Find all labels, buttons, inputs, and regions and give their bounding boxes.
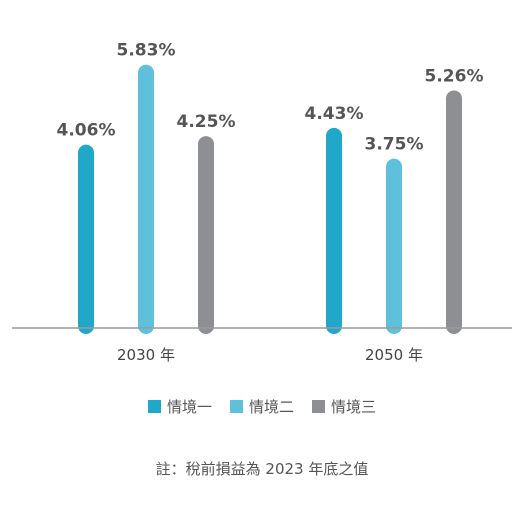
legend-swatch-2 bbox=[229, 400, 243, 413]
legend-label-2: 情境二 bbox=[248, 398, 294, 416]
bar-1-1 bbox=[78, 144, 94, 334]
legend-item-1: 情境一 bbox=[147, 396, 212, 417]
legend-swatch-1 bbox=[147, 400, 161, 413]
bar-1-2 bbox=[138, 64, 154, 334]
bar-2-2 bbox=[386, 158, 402, 334]
x-tick-label-2: 2050 年 bbox=[365, 346, 423, 364]
data-label-1-3: 4.25% bbox=[177, 112, 236, 132]
x-tick-label-1: 2030 年 bbox=[117, 346, 175, 364]
bar-1-3 bbox=[198, 136, 214, 334]
data-label-1-1: 4.06% bbox=[57, 121, 116, 141]
data-label-1-2: 5.83% bbox=[117, 41, 176, 61]
legend-item-3: 情境三 bbox=[312, 396, 376, 417]
legend-label-1: 情境一 bbox=[166, 398, 212, 416]
bar-2-1 bbox=[326, 127, 342, 334]
data-label-2-3: 5.26% bbox=[425, 66, 484, 86]
chart-note: 註：稅前損益為 2023 年底之值 bbox=[155, 460, 369, 478]
legend-swatch-3 bbox=[312, 400, 325, 413]
bar-2-3 bbox=[446, 90, 462, 334]
data-label-2-2: 3.75% bbox=[365, 135, 424, 155]
legend: 情境一 情境二 情境三 bbox=[0, 396, 524, 417]
legend-label-3: 情境三 bbox=[331, 398, 377, 416]
data-label-2-1: 4.43% bbox=[305, 104, 364, 124]
legend-item-2: 情境二 bbox=[229, 396, 294, 417]
